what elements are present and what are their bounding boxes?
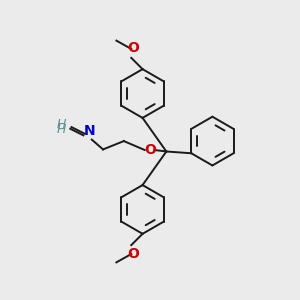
Text: O: O bbox=[127, 41, 139, 56]
Text: H: H bbox=[56, 118, 66, 130]
Text: O: O bbox=[144, 143, 156, 157]
Text: N: N bbox=[84, 124, 95, 137]
Text: H: H bbox=[56, 123, 66, 136]
Text: O: O bbox=[127, 248, 139, 262]
